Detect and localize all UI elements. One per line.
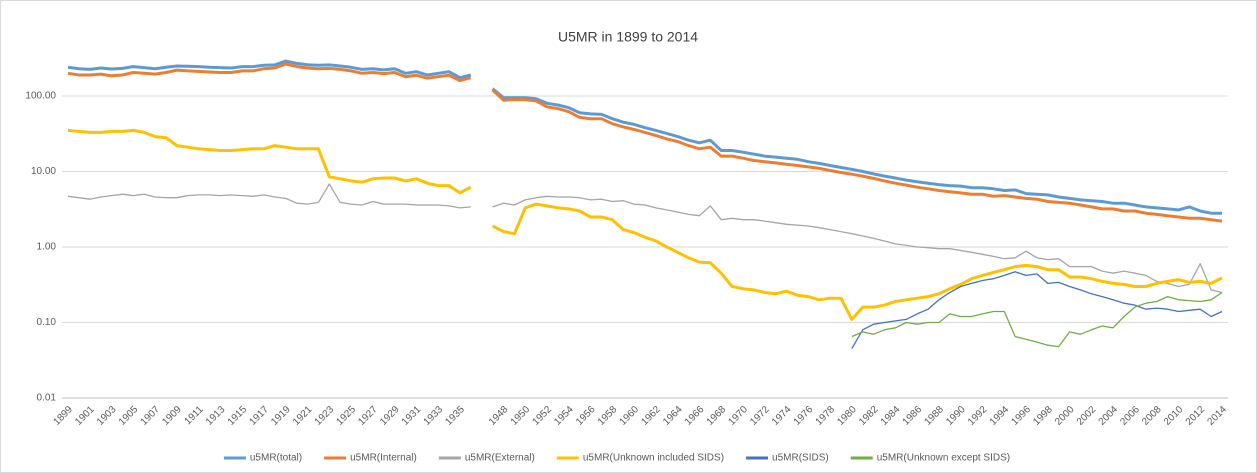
legend-label: u5MR(SIDS) bbox=[772, 453, 829, 464]
y-tick-label: 100.00 bbox=[25, 91, 56, 102]
legend-label: u5MR(Internal) bbox=[350, 453, 417, 464]
chart-title: U5MR in 1899 to 2014 bbox=[558, 29, 698, 45]
series-line bbox=[67, 62, 1223, 223]
y-tick-label: 0.01 bbox=[37, 393, 57, 404]
legend-label: u5MR(External) bbox=[465, 453, 535, 464]
legend-label: u5MR(Unknown included SIDS) bbox=[583, 453, 724, 464]
series-line bbox=[851, 271, 1223, 350]
series-line bbox=[67, 59, 1222, 215]
series-line bbox=[67, 183, 1223, 294]
y-tick-label: 1.00 bbox=[37, 242, 57, 253]
legend-label: u5MR(Unknown except SIDS) bbox=[877, 453, 1010, 464]
series-line bbox=[851, 291, 1223, 348]
series-line bbox=[67, 128, 1223, 321]
y-tick-label: 10.00 bbox=[31, 166, 56, 177]
legend-label: u5MR(total) bbox=[250, 453, 302, 464]
y-tick-label: 0.10 bbox=[37, 317, 57, 328]
